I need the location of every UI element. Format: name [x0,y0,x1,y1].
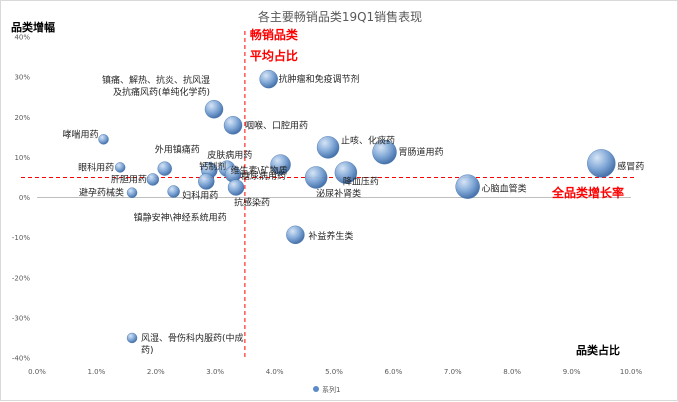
point-label: 风湿、骨伤科内服药(中成药) [141,332,244,356]
y-tick-label: 20% [14,114,30,122]
point-label: 胃肠道用药 [398,146,443,158]
x-tick-label: 8.0% [503,368,521,376]
bubble [270,154,291,175]
point-label: 心脑血管类 [482,183,527,195]
avg-share-label: 畅销品类 [250,27,299,42]
point-label: 镇静安神\神经系统用药 [134,211,227,223]
point-label: 糖尿病用药 [241,170,286,182]
x-tick-label: 3.0% [206,368,224,376]
x-tick-label: 7.0% [444,368,462,376]
point-label: 降血压药 [343,176,379,188]
bubble [167,185,180,198]
point-label: 肝胆用药 [111,174,147,185]
point-label: 皮肤病用药 [207,149,252,161]
y-tick-label: 30% [14,74,30,82]
y-tick-label: -10% [12,234,30,242]
bubble [126,187,138,198]
point-label: 抗感染药 [234,196,270,208]
bubble [372,139,397,165]
x-axis-label: 品类占比 [576,343,620,357]
point-label: 泌尿补肾类 [316,187,361,199]
x-tick-label: 2.0% [147,368,165,376]
legend-marker [313,386,319,392]
x-tick-label: 10.0% [620,368,643,376]
point-labels: 抗肿瘤和免疫调节剂 镇痛、解热、抗炎、抗风湿及抗痛风药(单纯化学药) 咽喉、口腔用药… [63,73,645,356]
bubble [146,173,160,186]
legend: 系列1 [313,385,340,394]
bubble [227,179,245,196]
point-label: 避孕药械类 [79,187,124,199]
x-tick-label: 1.0% [88,368,106,376]
y-tick-label: -40% [12,355,30,363]
y-tick-label: 0% [19,194,30,202]
bubble [198,173,215,190]
x-tick-label: 9.0% [563,368,581,376]
point-label: 感冒药 [617,160,644,172]
x-tick-label: 6.0% [385,368,403,376]
point-label: 维生素\矿物质 [231,165,288,177]
bubble [98,134,109,145]
bubble [126,332,138,344]
axes: 40% 30% 20% 10% 0% -10% -20% -30% -40% 0.0% 1.0% 2.… [12,34,643,377]
y-axis-label: 品类增幅 [11,20,55,34]
point-label: 咽喉、口腔用药 [245,119,308,131]
bubble [157,161,172,176]
bubble [455,174,480,199]
point-label: 钙制剂 [199,161,226,173]
x-tick-label: 5.0% [325,368,343,376]
bubble [587,149,616,178]
bubbles [98,69,616,344]
point-label: 外用镇痛药 [155,144,200,156]
y-tick-label: 40% [14,34,30,42]
bubble [223,116,243,135]
point-label: 哮喘用药 [63,128,99,140]
bubble [114,162,126,173]
point-label: 妇科用药 [182,189,218,201]
y-tick-label: -30% [12,314,30,322]
point-label: 镇痛、解热、抗炎、抗风湿及抗痛风药(单纯化学药) [102,74,210,98]
bubble [259,69,278,89]
avg-growth-label: 全品类增长率 [551,185,624,200]
avg-share-label: 平均占比 [250,48,298,63]
bubble [304,166,328,189]
bubble [286,225,305,245]
y-tick-label: 10% [14,154,30,162]
bubble [334,161,358,184]
bubble [204,100,224,119]
x-tick-label: 4.0% [266,368,284,376]
x-tick-label: 0.0% [28,368,46,376]
point-label: 抗肿瘤和免疫调节剂 [279,73,360,85]
bubble [316,136,340,159]
y-tick-label: -20% [12,274,30,282]
point-label: 止咳、化痰药 [341,134,395,146]
point-label: 补益养生类 [308,230,353,242]
legend-label: 系列1 [322,385,340,394]
point-label: 眼科用药 [78,161,114,173]
chart-title: 各主要畅销品类19Q1销售表现 [258,9,422,24]
